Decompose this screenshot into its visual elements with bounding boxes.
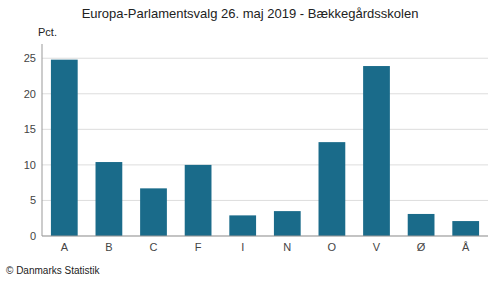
y-tick-label: 15 bbox=[24, 123, 36, 135]
x-tick-label: A bbox=[61, 241, 69, 253]
x-tick-label: B bbox=[105, 241, 112, 253]
y-tick-label: 5 bbox=[30, 194, 36, 206]
grid-line bbox=[42, 129, 488, 130]
bar bbox=[51, 60, 78, 236]
x-tick-label: C bbox=[150, 241, 158, 253]
bar bbox=[140, 188, 167, 236]
bar bbox=[363, 66, 390, 236]
y-tick-label: 25 bbox=[24, 52, 36, 64]
x-tick-label: N bbox=[283, 241, 291, 253]
grid-line bbox=[42, 58, 488, 59]
y-tick-label: 0 bbox=[30, 230, 36, 242]
bar bbox=[185, 165, 212, 236]
x-tick-label: Ø bbox=[417, 241, 426, 253]
x-axis-line bbox=[42, 236, 488, 237]
bars bbox=[51, 60, 479, 236]
y-tick-label: 20 bbox=[24, 88, 36, 100]
bar bbox=[274, 211, 301, 236]
y-axis-label: Pct. bbox=[38, 26, 57, 38]
x-tick-label: O bbox=[328, 241, 337, 253]
chart-container: Europa-Parlamentsvalg 26. maj 2019 - Bæk… bbox=[0, 0, 500, 282]
grid-line bbox=[42, 93, 488, 94]
x-tick-label: I bbox=[241, 241, 244, 253]
chart-svg: Europa-Parlamentsvalg 26. maj 2019 - Bæk… bbox=[0, 0, 500, 282]
bar bbox=[452, 221, 479, 236]
bar bbox=[319, 142, 346, 236]
bar bbox=[408, 214, 435, 236]
grid-line bbox=[42, 236, 488, 237]
footer: © Danmarks Statistik bbox=[6, 265, 101, 276]
x-tick-label: V bbox=[373, 241, 381, 253]
bar bbox=[96, 162, 123, 236]
x-tick-label: F bbox=[195, 241, 202, 253]
y-axis-line bbox=[42, 44, 43, 236]
y-tick-label: 10 bbox=[24, 159, 36, 171]
bar bbox=[229, 215, 256, 236]
grid bbox=[42, 58, 488, 236]
x-tick-label: Å bbox=[462, 241, 470, 253]
title: Europa-Parlamentsvalg 26. maj 2019 - Bæk… bbox=[82, 6, 419, 21]
